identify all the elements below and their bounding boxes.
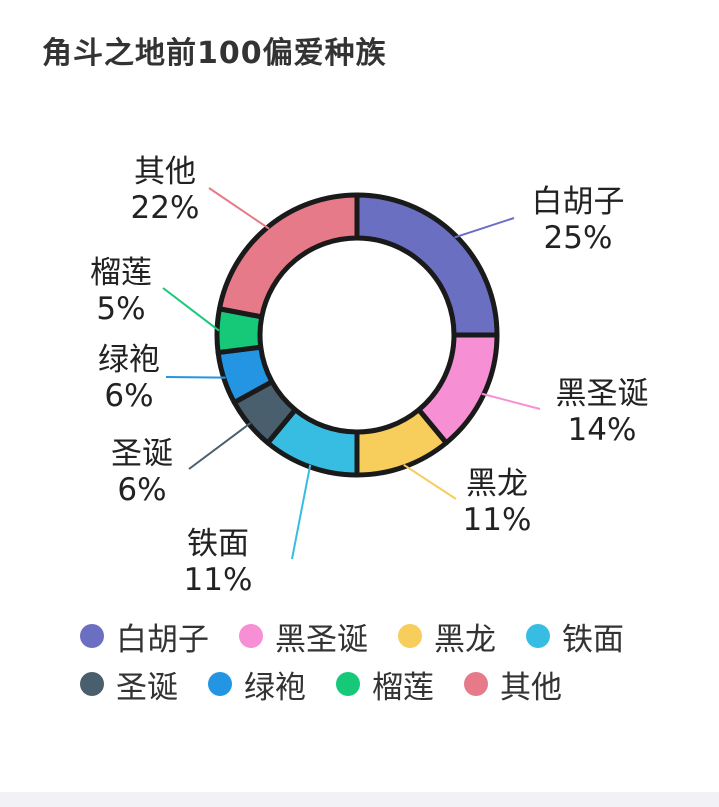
slice-label-8: 其他 [134,154,196,190]
slice-value-label-7: 5% [96,291,145,327]
legend-label: 白胡子 [116,621,209,658]
legend-item-8[interactable]: 其他 [464,664,562,706]
slice-value-label-8: 22% [131,190,200,226]
legend-label: 黑圣诞 [275,621,368,658]
legend-item-4[interactable]: 铁面 [526,616,624,658]
legend-item-7[interactable]: 榴莲 [336,664,434,706]
slice-label-5: 圣诞 [111,436,173,472]
slice-label-7: 榴莲 [90,255,152,291]
legend-label: 黑龙 [434,621,496,658]
legend-item-5[interactable]: 圣诞 [80,664,178,706]
leader-line-8 [208,187,270,230]
legend-dot-icon [464,672,488,696]
legend-dot-icon [239,624,263,648]
legend-item-3[interactable]: 黑龙 [398,616,496,658]
legend-item-1[interactable]: 白胡子 [80,616,209,658]
slice-label-4: 铁面 [187,526,249,562]
slice-value-label-4: 11% [184,562,253,598]
leader-line-2 [481,392,541,410]
legend-dot-icon [398,624,422,648]
leader-line-4 [291,464,312,560]
legend-label: 铁面 [562,621,624,658]
bottom-bar [0,792,719,807]
slice-label-3: 黑龙 [466,466,528,502]
legend-dot-icon [80,624,104,648]
leader-line-3 [403,464,457,500]
donut-slice-8 [216,192,360,320]
legend-item-6[interactable]: 绿袍 [208,664,306,706]
leader-line-1 [454,217,515,239]
slice-value-label-3: 11% [463,502,532,538]
slice-value-label-1: 25% [544,220,613,256]
chart-legend: 白胡子 黑圣诞 黑龙 铁面圣诞 绿袍 榴莲 其他 [80,616,700,706]
slice-label-2: 黑圣诞 [556,376,649,412]
chart-title: 角斗之地前100偏爱种族 [42,36,387,71]
legend-label: 绿袍 [244,669,306,706]
slice-value-label-5: 6% [117,472,166,508]
legend-label: 其他 [500,669,562,706]
legend-dot-icon [208,672,232,696]
legend-dot-icon [526,624,550,648]
legend-item-2[interactable]: 黑圣诞 [239,616,368,658]
slice-value-label-6: 6% [104,378,153,414]
leader-line-7 [162,287,220,332]
legend-label: 圣诞 [116,669,178,706]
legend-dot-icon [336,672,360,696]
slice-label-1: 白胡子 [532,184,625,220]
legend-dot-icon [80,672,104,696]
legend-label: 榴莲 [372,669,434,706]
leader-line-5 [188,422,252,470]
leader-line-6 [165,376,226,379]
slice-label-6: 绿袍 [98,342,160,378]
slice-value-label-2: 14% [568,412,637,448]
donut-slice-1 [354,192,500,338]
